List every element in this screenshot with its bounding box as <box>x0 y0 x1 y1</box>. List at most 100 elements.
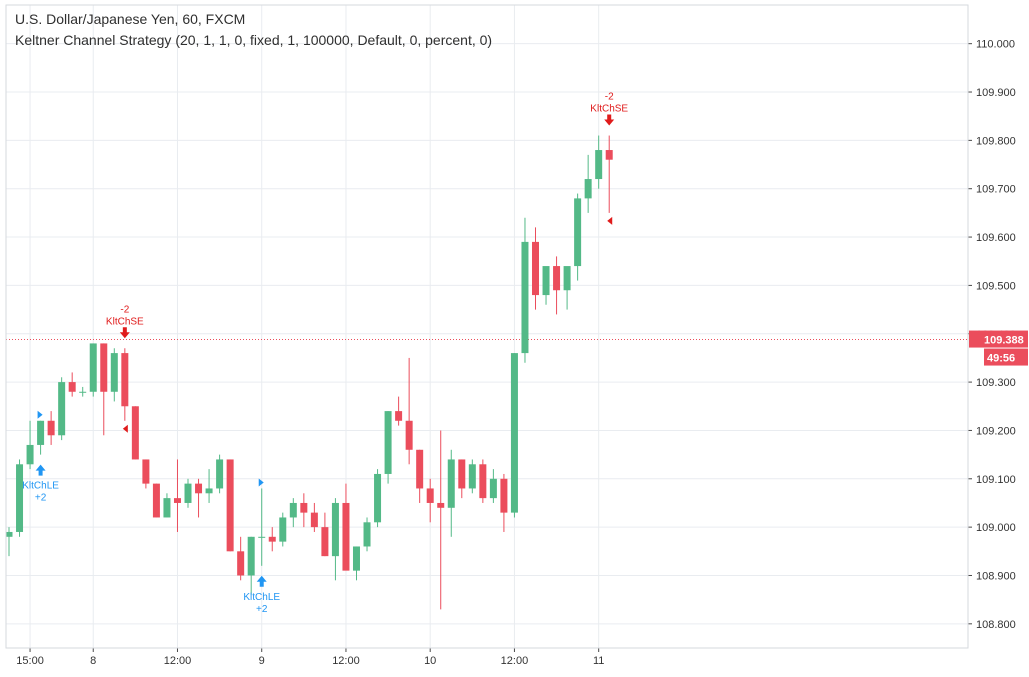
candle[interactable] <box>279 512 287 547</box>
candle[interactable] <box>542 266 550 305</box>
candle[interactable] <box>521 217 529 363</box>
signals-layer: KltChLE+2 KltChSE-2 KltChLE+2 KltChSE-2 <box>22 92 628 615</box>
candle[interactable] <box>331 498 339 581</box>
candle-body <box>553 266 561 291</box>
candle[interactable] <box>510 353 518 518</box>
x-tick-label: 12:00 <box>501 655 529 667</box>
short-entry-signal[interactable]: KltChSE-2 <box>590 92 628 225</box>
candle-body <box>152 483 160 518</box>
candle[interactable] <box>121 348 129 421</box>
grid <box>6 5 968 648</box>
short-entry-signal[interactable]: KltChSE-2 <box>106 304 144 433</box>
candle-body <box>79 391 87 393</box>
candle-body <box>479 464 487 499</box>
candle-body <box>437 502 445 508</box>
candle[interactable] <box>89 343 97 397</box>
candle-body <box>37 420 45 445</box>
candle-body <box>195 483 203 494</box>
signal-label: KltChLE <box>243 592 280 603</box>
candle[interactable] <box>16 459 24 537</box>
candle[interactable] <box>468 459 476 494</box>
candle-body <box>321 527 329 557</box>
candle[interactable] <box>100 343 108 436</box>
candle[interactable] <box>437 430 445 610</box>
candle[interactable] <box>26 420 34 470</box>
entry-marker-icon <box>607 216 613 225</box>
candle-body <box>110 353 118 392</box>
candle[interactable] <box>447 449 455 537</box>
y-tick-label: 109.900 <box>976 87 1016 99</box>
candle[interactable] <box>384 411 392 484</box>
signal-qty: -2 <box>605 92 614 103</box>
candle[interactable] <box>184 478 192 508</box>
candle[interactable] <box>47 411 55 445</box>
candle[interactable] <box>426 478 434 523</box>
candle[interactable] <box>405 357 413 465</box>
candle[interactable] <box>163 493 171 518</box>
candle[interactable] <box>247 536 255 595</box>
candle[interactable] <box>237 536 245 581</box>
candle[interactable] <box>216 454 224 494</box>
candle[interactable] <box>300 493 308 528</box>
candle[interactable] <box>563 266 571 310</box>
candle[interactable] <box>226 459 234 552</box>
candle[interactable] <box>268 527 276 552</box>
up-arrow-icon <box>35 464 46 476</box>
candle[interactable] <box>584 154 592 213</box>
candle-body <box>205 488 213 494</box>
candle[interactable] <box>374 469 382 528</box>
candle-body <box>226 459 234 552</box>
candle[interactable] <box>131 406 139 460</box>
candle[interactable] <box>595 135 603 189</box>
candle[interactable] <box>458 459 466 499</box>
entry-marker-icon <box>258 478 264 487</box>
candle[interactable] <box>195 478 203 518</box>
candle[interactable] <box>310 502 318 532</box>
long-entry-signal[interactable]: KltChLE+2 <box>243 478 280 615</box>
candle[interactable] <box>152 483 160 518</box>
candle[interactable] <box>395 396 403 426</box>
candle-body <box>247 536 255 576</box>
candle-body <box>489 478 497 499</box>
candle[interactable] <box>363 517 371 552</box>
candle[interactable] <box>110 348 118 402</box>
candle[interactable] <box>479 459 487 503</box>
candle[interactable] <box>605 135 613 213</box>
chart-title: U.S. Dollar/Japanese Yen, 60, FXCM <box>15 11 246 27</box>
candle[interactable] <box>289 498 297 528</box>
candle-body <box>521 241 529 354</box>
candle[interactable] <box>574 193 582 281</box>
candle[interactable] <box>553 256 561 315</box>
candle[interactable] <box>58 377 66 441</box>
y-tick-label: 108.900 <box>976 570 1016 582</box>
signal-qty: -2 <box>120 304 129 315</box>
candle[interactable] <box>500 473 508 532</box>
candle[interactable] <box>79 386 87 397</box>
candle[interactable] <box>416 449 424 503</box>
candle[interactable] <box>5 527 13 557</box>
entry-marker-icon <box>37 410 43 419</box>
candle-body <box>300 502 308 513</box>
candle-body <box>416 449 424 489</box>
candle[interactable] <box>37 420 45 455</box>
candle-body <box>89 343 97 392</box>
candle[interactable] <box>352 546 360 581</box>
candle[interactable] <box>532 227 539 310</box>
strategy-label[interactable]: Keltner Channel Strategy (20, 1, 1, 0, f… <box>15 32 493 48</box>
candle[interactable] <box>173 459 181 532</box>
candle-body <box>58 382 66 436</box>
candle[interactable] <box>258 488 266 566</box>
candle[interactable] <box>68 372 76 397</box>
candle-body <box>405 420 413 450</box>
candle[interactable] <box>342 483 350 571</box>
y-tick-label: 109.500 <box>976 280 1016 292</box>
candle[interactable] <box>142 459 150 489</box>
x-tick-label: 11 <box>593 655 604 667</box>
candle-body <box>68 382 76 392</box>
candle[interactable] <box>489 469 497 503</box>
candle[interactable] <box>321 512 329 557</box>
candle-body <box>5 531 13 537</box>
long-entry-signal[interactable]: KltChLE+2 <box>22 410 59 504</box>
candle[interactable] <box>205 469 213 503</box>
